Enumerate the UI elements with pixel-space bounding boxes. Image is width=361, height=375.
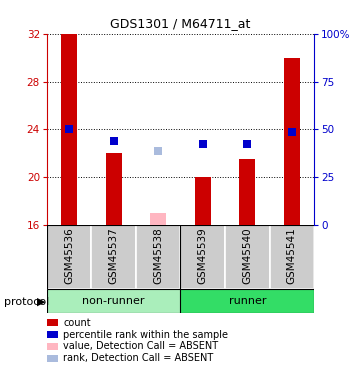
Bar (284, 58, 300, 225)
Bar (270, 225, 314, 289)
Text: value, Detection Call = ABSENT: value, Detection Call = ABSENT (63, 342, 218, 351)
Bar (180, 289, 314, 313)
Point (111, 138, 117, 144)
Point (289, 129, 295, 135)
Text: GSM45541: GSM45541 (287, 227, 297, 284)
Point (244, 141, 250, 147)
Text: ▶: ▶ (37, 297, 46, 307)
Bar (239, 159, 255, 225)
Bar (180, 225, 225, 289)
Bar (47, 225, 91, 289)
Bar (106, 153, 122, 225)
Text: GDS1301 / M64711_at: GDS1301 / M64711_at (110, 17, 251, 30)
Text: GSM45538: GSM45538 (153, 227, 163, 284)
Text: runner: runner (229, 296, 266, 306)
Text: GSM45540: GSM45540 (242, 227, 252, 284)
Bar (136, 225, 180, 289)
Text: rank, Detection Call = ABSENT: rank, Detection Call = ABSENT (63, 354, 213, 363)
Bar (151, 213, 166, 225)
Bar (91, 225, 136, 289)
Text: GSM45536: GSM45536 (64, 227, 74, 284)
Text: non-runner: non-runner (82, 296, 145, 306)
Bar (195, 177, 210, 225)
Bar (47, 289, 180, 313)
Point (200, 141, 206, 147)
Bar (225, 225, 270, 289)
Bar (61, 34, 77, 225)
Point (66, 126, 72, 132)
Text: count: count (63, 318, 91, 327)
Text: GSM45537: GSM45537 (109, 227, 119, 284)
Point (155, 148, 161, 154)
Text: GSM45539: GSM45539 (198, 227, 208, 284)
Text: protocol: protocol (4, 297, 49, 307)
Text: percentile rank within the sample: percentile rank within the sample (63, 330, 228, 339)
